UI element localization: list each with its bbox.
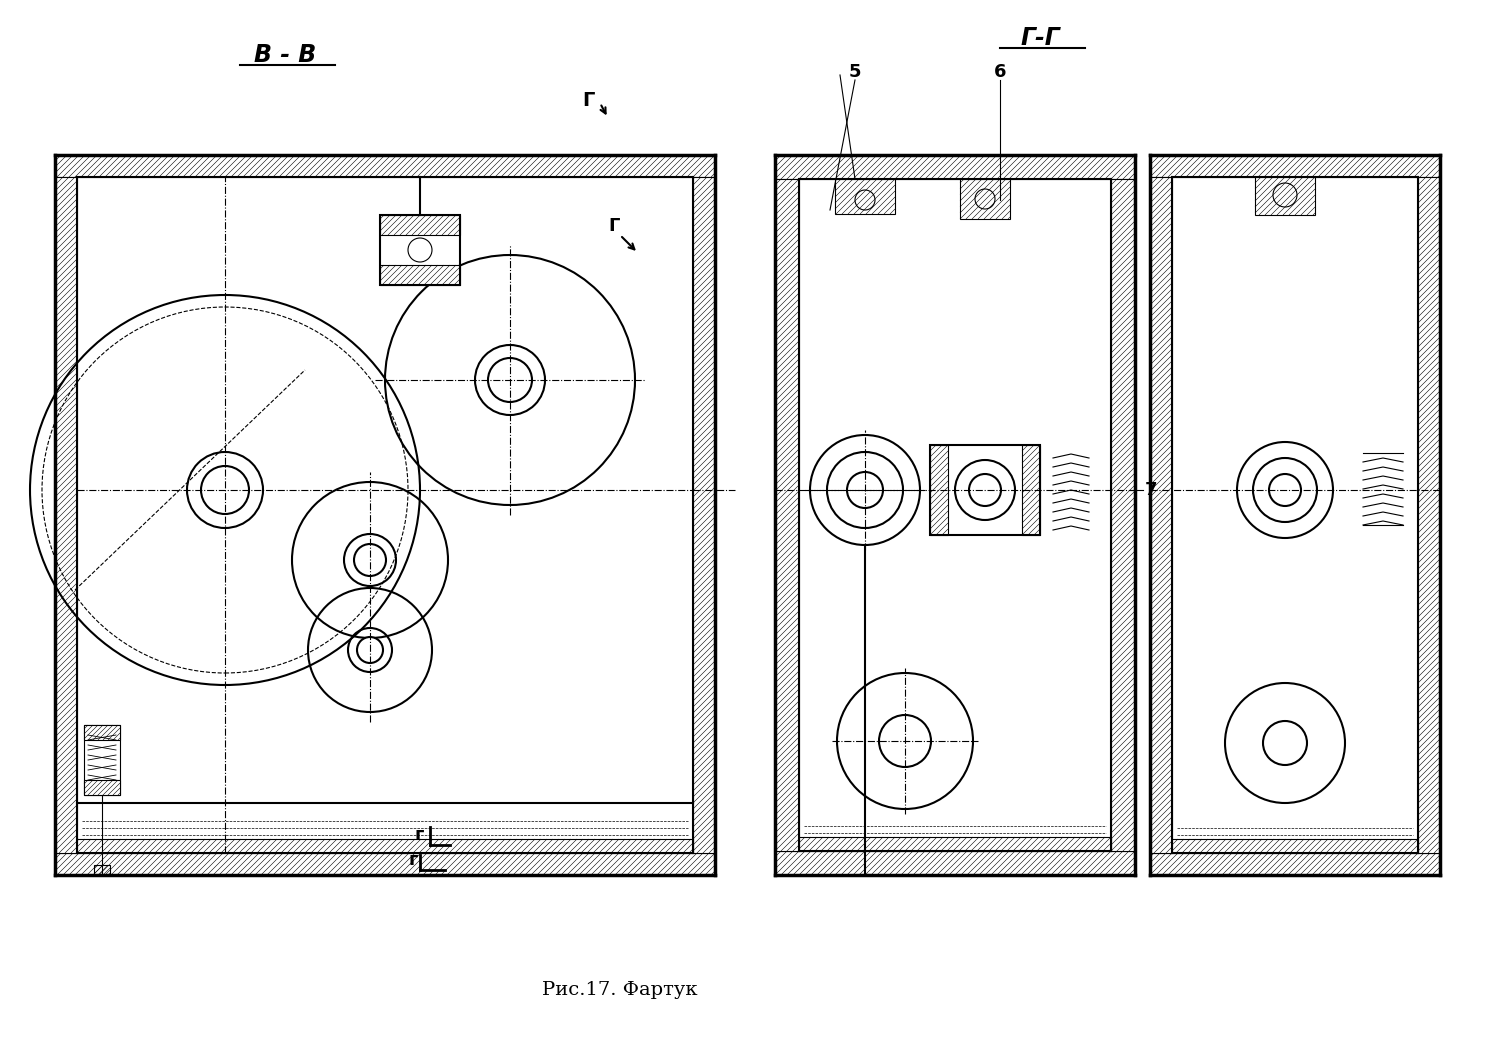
- Bar: [776, 179, 800, 851]
- Bar: [94, 865, 110, 875]
- Bar: [776, 155, 1136, 179]
- Circle shape: [969, 474, 1000, 506]
- Bar: [1150, 155, 1440, 177]
- Bar: [930, 445, 1040, 535]
- Bar: [380, 215, 460, 235]
- Bar: [56, 853, 716, 875]
- Circle shape: [488, 358, 532, 402]
- Bar: [960, 179, 1010, 219]
- Bar: [84, 780, 120, 794]
- Text: г: г: [408, 851, 417, 869]
- Bar: [776, 851, 1136, 875]
- Text: Г: Г: [582, 91, 594, 110]
- Circle shape: [201, 466, 249, 514]
- Text: 6: 6: [993, 63, 1006, 81]
- Text: Г: Г: [608, 217, 619, 235]
- Text: 7: 7: [1144, 481, 1158, 499]
- Bar: [1112, 179, 1136, 851]
- Bar: [84, 725, 120, 794]
- Bar: [800, 837, 1112, 851]
- Bar: [380, 265, 460, 285]
- Bar: [1022, 445, 1040, 535]
- Text: 5: 5: [849, 63, 861, 81]
- Bar: [1150, 853, 1440, 875]
- Circle shape: [1269, 474, 1300, 506]
- Circle shape: [357, 637, 382, 663]
- Bar: [56, 177, 76, 853]
- Bar: [84, 725, 120, 740]
- Bar: [56, 155, 716, 177]
- Text: Рис.17. Фартук: Рис.17. Фартук: [542, 981, 698, 999]
- Bar: [76, 839, 693, 853]
- Bar: [836, 179, 896, 214]
- Bar: [1150, 177, 1172, 853]
- Bar: [1172, 839, 1418, 853]
- Text: г: г: [414, 826, 423, 844]
- Bar: [1256, 177, 1316, 215]
- Bar: [1418, 177, 1440, 853]
- Circle shape: [879, 715, 932, 767]
- Bar: [380, 215, 460, 285]
- Bar: [693, 177, 715, 853]
- Circle shape: [847, 472, 883, 508]
- Text: В - В: В - В: [254, 43, 316, 67]
- Circle shape: [354, 544, 386, 576]
- Bar: [930, 445, 948, 535]
- Circle shape: [1263, 721, 1306, 765]
- Text: Г-Г: Г-Г: [1020, 26, 1060, 50]
